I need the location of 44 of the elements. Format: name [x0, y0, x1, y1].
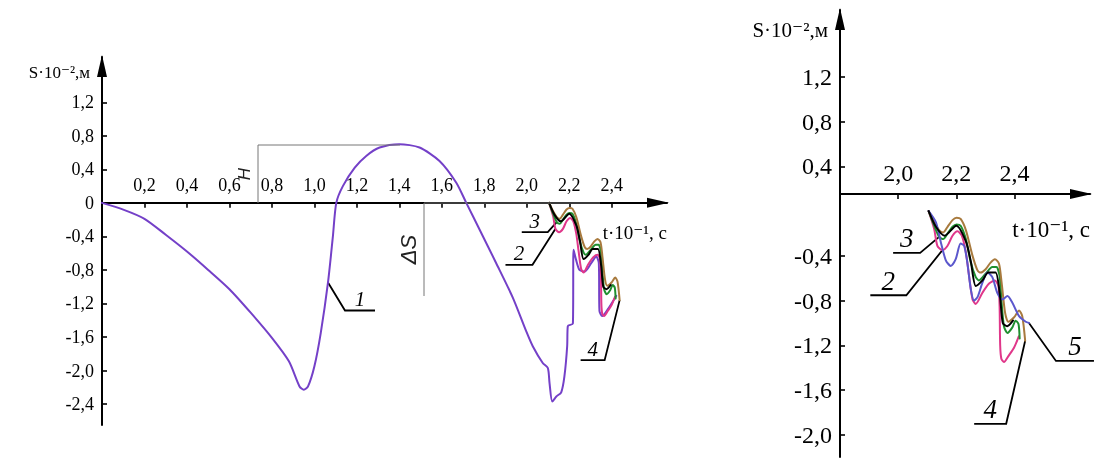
x-axis-title: t·10⁻¹, с	[1012, 217, 1090, 243]
x-tick-label: 2,0	[515, 174, 539, 195]
x-tick-label: 1,4	[388, 174, 411, 195]
y-tick-label: -0,8	[65, 259, 94, 280]
line-series	[927, 210, 1014, 328]
x-tick-label: 0,2	[133, 174, 156, 195]
y-tick-label: -0,4	[794, 242, 832, 269]
series-label: 3	[898, 223, 914, 254]
x-tick-label: 1,8	[473, 174, 496, 195]
y-tick-label: -0,4	[65, 226, 94, 247]
x-tick-label: 2,2	[558, 174, 581, 195]
x-tick-label: 2,4	[999, 160, 1030, 187]
y-tick-label: -2,0	[794, 421, 832, 448]
series-label: 2	[881, 265, 896, 296]
series-label: 3	[528, 208, 541, 233]
x-tick-label: 0,4	[175, 174, 199, 195]
y-tick-label: -1,6	[794, 376, 832, 403]
x-axis-title: t·10⁻¹, с	[602, 221, 667, 243]
y-tick-label: -1,6	[65, 326, 94, 347]
y-tick-label: -1,2	[65, 293, 94, 314]
x-tick-label: 2,0	[883, 160, 914, 187]
y-tick-label: 0,8	[802, 108, 832, 135]
x-tick-label: 2,4	[600, 174, 624, 195]
y-axis-title: S·10⁻²,м	[28, 62, 91, 82]
y-tick-label: 0	[85, 192, 94, 213]
y-tick-label: 1,2	[802, 64, 832, 91]
text: 4	[587, 336, 599, 361]
x-tick-label: 0,8	[260, 174, 284, 195]
y-tick-label: 0,8	[71, 125, 94, 146]
x-tick-label: 1,6	[430, 174, 454, 195]
annotation: ΔS	[395, 234, 421, 266]
x-tick-label: 1,0	[303, 174, 326, 195]
y-tick-label: -2,0	[65, 360, 94, 381]
y-tick-label: -0,8	[794, 287, 832, 314]
series-label: 1	[354, 286, 366, 311]
y-tick-label: -2,4	[65, 394, 94, 415]
x-tick-label: 1,2	[345, 174, 369, 195]
series-label: 2	[513, 241, 525, 266]
text: 4	[983, 394, 997, 425]
y-tick-label: 1,2	[71, 92, 94, 113]
x-tick-label: 2,2	[941, 160, 972, 187]
series-label: 5	[1068, 331, 1082, 362]
y-axis-title: S·10⁻²,м	[752, 18, 828, 42]
y-tick-label: -1,2	[794, 332, 832, 359]
